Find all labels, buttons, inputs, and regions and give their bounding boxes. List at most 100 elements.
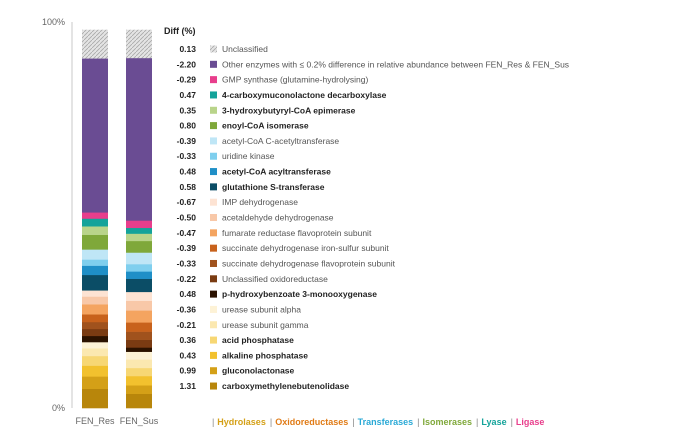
legend-swatch-acetyl-coa-c-acetyltransferase <box>210 137 217 145</box>
diff-value-3-hydroxybutyryl-coa-epimerase: 0.35 <box>179 105 196 115</box>
legend-swatch-urease-subunit-alpha <box>210 305 217 313</box>
legend-swatch-3-hydroxybutyryl-coa-epimerase <box>210 106 217 114</box>
diff-value-acetyl-coa-acyltransferase: 0.48 <box>179 167 196 177</box>
legend-swatch-unclassified-oxidoreductase <box>210 275 217 283</box>
bar-fen-res-succinate-dehydrogenase-flavoprotein-sub <box>82 321 108 330</box>
bar-fen-res-unclassified-oxidoreductase <box>82 328 108 337</box>
legend-label-urease-subunit-alpha: urease subunit alpha <box>222 304 301 314</box>
enzyme-class-legend: | Hydrolases | Oxidoreductases | Transferases… <box>212 417 544 427</box>
legend-label-urease-subunit-gamma: urease subunit gamma <box>222 320 309 330</box>
diff-value-unclassified-oxidoreductase: -0.22 <box>177 274 197 284</box>
bar-fen-sus-gluconolactonase <box>126 385 152 395</box>
legend-label-gluconolactonase: gluconolactonase <box>222 366 295 376</box>
legend-swatch-acetyl-coa-acyltransferase <box>210 168 217 176</box>
bar-fen-sus-acid-phosphatase <box>126 367 152 377</box>
diff-value-alkaline-phosphatase: 0.43 <box>179 350 196 360</box>
legend-label-imp-dehydrogenase: IMP dehydrogenase <box>222 197 298 207</box>
legend-label-succinate-dehydrogenase-iron-sulfur-subu: succinate dehydrogenase iron-sulfur subu… <box>222 243 389 253</box>
diff-value-acid-phosphatase: 0.36 <box>179 335 196 345</box>
legend-swatch-carboxymethylenebutenolidase <box>210 382 217 390</box>
bar-fen-sus-gmp-synthase-glutamine-hydrolysing <box>126 220 152 229</box>
legend-label-uridine-kinase: uridine kinase <box>222 151 275 161</box>
bar-fen-sus-acetaldehyde-dehydrogenase <box>126 300 152 311</box>
bar-fen-sus-uridine-kinase <box>126 264 152 272</box>
bar-fen-res-urease-subunit-gamma <box>82 348 108 357</box>
bar-fen-res-acetyl-coa-c-acetyltransferase <box>82 249 108 260</box>
legend-label-enoyl-coa-isomerase: enoyl-CoA isomerase <box>222 121 309 131</box>
bar-fen-sus-urease-subunit-gamma <box>126 359 152 369</box>
legend-swatch-p-hydroxybenzoate-3-monooxygenase <box>210 290 217 298</box>
legend-swatch-gmp-synthase-glutamine-hydrolysing <box>210 76 217 84</box>
diff-value-p-hydroxybenzoate-3-monooxygenase: 0.48 <box>179 289 196 299</box>
bar-fen-sus-4-carboxymuconolactone-decarboxylase <box>126 227 152 234</box>
legend-label-glutathione-s-transferase: glutathione S-transferase <box>222 182 325 192</box>
legend-swatch-urease-subunit-gamma <box>210 321 217 329</box>
bar-fen-res-imp-dehydrogenase <box>82 290 108 297</box>
legend-swatch-succinate-dehydrogenase-flavoprotein-sub <box>210 259 217 267</box>
bar-fen-sus-unclassified <box>126 29 152 59</box>
class-label-oxidoreductases: Oxidoreductases <box>275 417 348 427</box>
bar-fen-res-gmp-synthase-glutamine-hydrolysing <box>82 212 108 219</box>
class-separator: | <box>511 417 513 427</box>
legend-swatch-unclassified <box>210 45 217 53</box>
legend: 0.13 Unclassified -2.20 Other enzymes with … <box>177 44 569 391</box>
legend-label-gmp-synthase-glutamine-hydrolysing: GMP synthase (glutamine-hydrolysing) <box>222 75 368 85</box>
class-separator: | <box>212 417 214 427</box>
legend-swatch-enoyl-coa-isomerase <box>210 122 217 130</box>
bar-fen-sus-succinate-dehydrogenase-iron-sulfur-subu <box>126 322 152 332</box>
bar-fen-sus-imp-dehydrogenase <box>126 291 152 301</box>
legend-label-carboxymethylenebutenolidase: carboxymethylenebutenolidase <box>222 381 349 391</box>
bar-fen-sus-alkaline-phosphatase <box>126 375 152 386</box>
class-separator: | <box>476 417 478 427</box>
bar-fen-sus-succinate-dehydrogenase-flavoprotein-sub <box>126 331 152 340</box>
legend-label-3-hydroxybutyryl-coa-epimerase: 3-hydroxybutyryl-CoA epimerase <box>222 105 356 115</box>
diff-value-gmp-synthase-glutamine-hydrolysing: -0.29 <box>177 75 197 85</box>
bar-fen-res-acetyl-coa-acyltransferase <box>82 265 108 276</box>
diff-value-urease-subunit-alpha: -0.36 <box>177 304 197 314</box>
diff-value-fumarate-reductase-flavoprotein-subunit: -0.47 <box>177 228 197 238</box>
legend-swatch-alkaline-phosphatase <box>210 351 217 359</box>
class-label-transferases: Transferases <box>358 417 414 427</box>
class-separator: | <box>417 417 419 427</box>
legend-swatch-acetaldehyde-dehydrogenase <box>210 214 217 222</box>
legend-label-acetyl-coa-acyltransferase: acetyl-CoA acyltransferase <box>222 167 331 177</box>
bar-fen-res-other-enzymes-with-0-2-difference-in-rel <box>82 58 108 213</box>
legend-label-acetaldehyde-dehydrogenase: acetaldehyde dehydrogenase <box>222 213 334 223</box>
diff-value-unclassified: 0.13 <box>179 44 196 54</box>
diff-value-carboxymethylenebutenolidase: 1.31 <box>179 381 196 391</box>
bar-fen-sus-3-hydroxybutyryl-coa-epimerase <box>126 233 152 242</box>
diff-value-4-carboxymuconolactone-decarboxylase: 0.47 <box>179 90 196 100</box>
bar-fen-sus-acetyl-coa-c-acetyltransferase <box>126 252 152 265</box>
legend-label-4-carboxymuconolactone-decarboxylase: 4-carboxymuconolactone decarboxylase <box>222 90 387 100</box>
class-label-ligase: Ligase <box>516 417 545 427</box>
legend-swatch-succinate-dehydrogenase-iron-sulfur-subu <box>210 244 217 252</box>
bar-fen-res-carboxymethylenebutenolidase <box>82 388 108 409</box>
bar-fen-sus-fumarate-reductase-flavoprotein-subunit <box>126 310 152 323</box>
legend-label-unclassified-oxidoreductase: Unclassified oxidoreductase <box>222 274 328 284</box>
bar-fen-res-3-hydroxybutyryl-coa-epimerase <box>82 226 108 235</box>
diff-header: Diff (%) <box>164 26 196 36</box>
bar-fen-sus-acetyl-coa-acyltransferase <box>126 271 152 279</box>
bar-fen-res-gluconolactonase <box>82 376 108 389</box>
bar-fen-sus-urease-subunit-alpha <box>126 351 152 360</box>
legend-label-p-hydroxybenzoate-3-monooxygenase: p-hydroxybenzoate 3-monooxygenase <box>222 289 377 299</box>
legend-label-acid-phosphatase: acid phosphatase <box>222 335 294 345</box>
legend-swatch-uridine-kinase <box>210 152 217 160</box>
diff-value-acetyl-coa-c-acetyltransferase: -0.39 <box>177 136 197 146</box>
class-label-hydrolases: Hydrolases <box>217 417 266 427</box>
legend-swatch-imp-dehydrogenase <box>210 198 217 206</box>
diff-value-succinate-dehydrogenase-flavoprotein-sub: -0.33 <box>177 258 197 268</box>
y-tick-100: 100% <box>42 17 65 27</box>
legend-swatch-4-carboxymuconolactone-decarboxylase <box>210 91 217 99</box>
diff-value-uridine-kinase: -0.33 <box>177 151 197 161</box>
diff-value-enoyl-coa-isomerase: 0.80 <box>179 121 196 131</box>
legend-label-other-enzymes-with-0-2-difference-in-rel: Other enzymes with ≤ 0.2% difference in … <box>222 59 569 69</box>
bar-fen-res-uridine-kinase <box>82 259 108 266</box>
diff-value-acetaldehyde-dehydrogenase: -0.50 <box>177 213 197 223</box>
bar-fen-res-acetaldehyde-dehydrogenase <box>82 296 108 305</box>
class-separator: | <box>270 417 272 427</box>
class-separator: | <box>352 417 354 427</box>
class-label-isomerases: Isomerases <box>423 417 473 427</box>
legend-label-acetyl-coa-c-acetyltransferase: acetyl-CoA C-acetyltransferase <box>222 136 339 146</box>
